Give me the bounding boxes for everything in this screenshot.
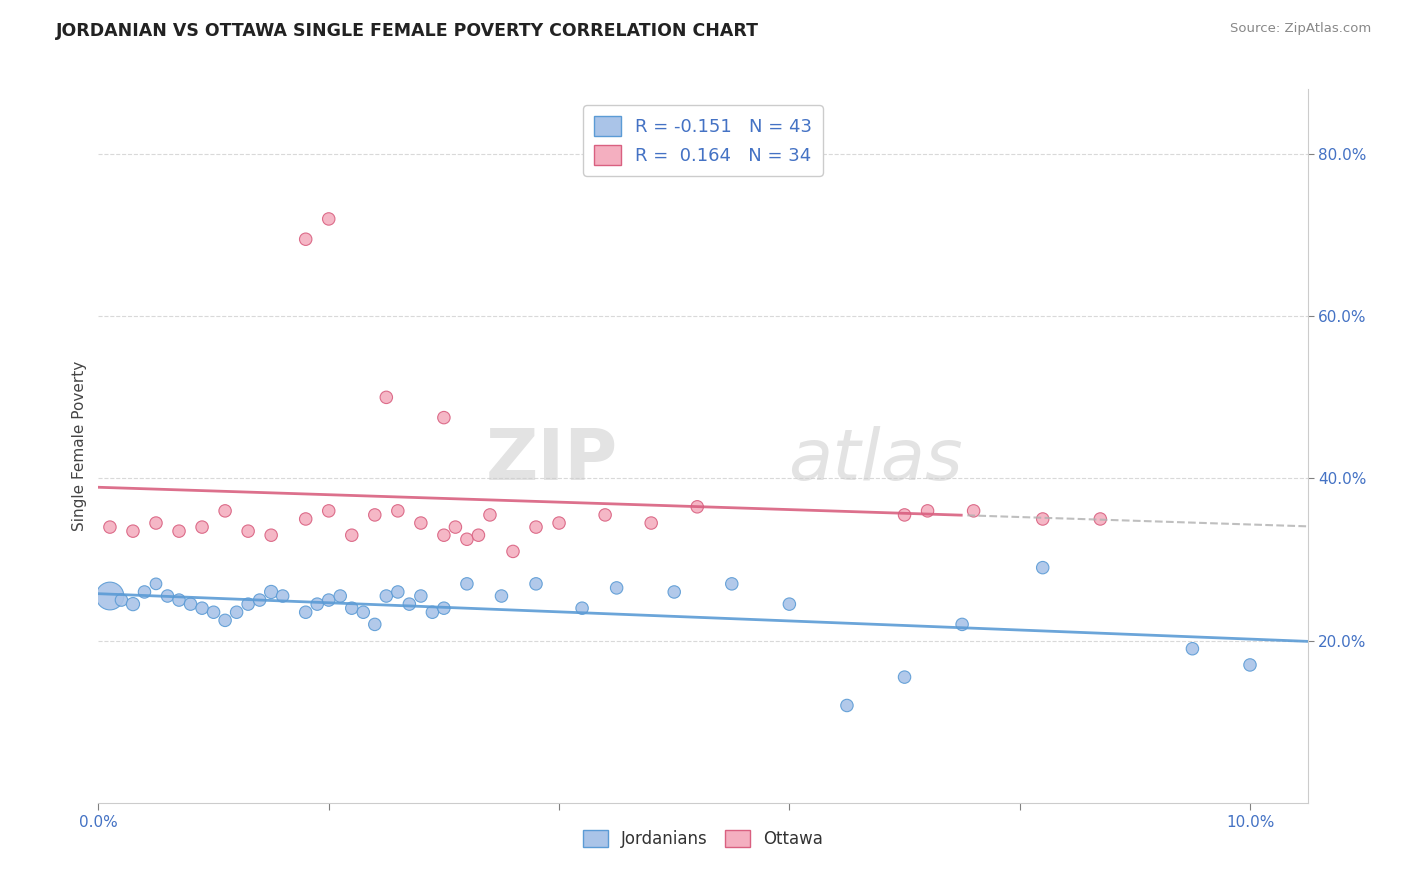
Point	[122, 597, 145, 611]
Point	[444, 520, 467, 534]
Point	[364, 617, 387, 632]
Point	[433, 410, 456, 425]
Point	[433, 528, 456, 542]
Point	[340, 601, 363, 615]
Point	[145, 577, 167, 591]
Point	[294, 605, 316, 619]
Point	[110, 593, 132, 607]
Point	[548, 516, 571, 530]
Point	[294, 232, 316, 246]
Point	[156, 589, 179, 603]
Point	[122, 524, 145, 538]
Point	[249, 593, 271, 607]
Point	[502, 544, 524, 558]
Point	[835, 698, 858, 713]
Legend: Jordanians, Ottawa: Jordanians, Ottawa	[576, 823, 830, 855]
Point	[145, 516, 167, 530]
Point	[352, 605, 374, 619]
Point	[950, 617, 973, 632]
Point	[1032, 560, 1054, 574]
Text: atlas: atlas	[787, 425, 962, 495]
Point	[98, 520, 121, 534]
Text: Source: ZipAtlas.com: Source: ZipAtlas.com	[1230, 22, 1371, 36]
Point	[1239, 657, 1261, 672]
Point	[225, 605, 247, 619]
Point	[191, 601, 214, 615]
Text: JORDANIAN VS OTTAWA SINGLE FEMALE POVERTY CORRELATION CHART: JORDANIAN VS OTTAWA SINGLE FEMALE POVERT…	[56, 22, 759, 40]
Point	[340, 528, 363, 542]
Point	[917, 504, 939, 518]
Point	[236, 524, 259, 538]
Point	[720, 577, 742, 591]
Point	[962, 504, 984, 518]
Point	[664, 585, 686, 599]
Text: ZIP: ZIP	[486, 425, 619, 495]
Point	[467, 528, 489, 542]
Point	[1181, 641, 1204, 656]
Point	[167, 593, 190, 607]
Point	[433, 601, 456, 615]
Point	[134, 585, 156, 599]
Point	[214, 504, 236, 518]
Point	[524, 520, 547, 534]
Point	[375, 589, 398, 603]
Point	[180, 597, 202, 611]
Point	[686, 500, 709, 514]
Point	[1032, 512, 1054, 526]
Point	[893, 670, 915, 684]
Point	[329, 589, 352, 603]
Point	[191, 520, 214, 534]
Point	[640, 516, 662, 530]
Point	[1090, 512, 1112, 526]
Point	[593, 508, 616, 522]
Point	[202, 605, 225, 619]
Point	[236, 597, 259, 611]
Point	[409, 589, 432, 603]
Point	[214, 613, 236, 627]
Point	[318, 504, 340, 518]
Point	[456, 533, 478, 547]
Point	[167, 524, 190, 538]
Point	[491, 589, 513, 603]
Point	[260, 585, 283, 599]
Point	[422, 605, 444, 619]
Point	[398, 597, 420, 611]
Point	[387, 585, 409, 599]
Point	[318, 593, 340, 607]
Point	[606, 581, 628, 595]
Point	[307, 597, 329, 611]
Point	[364, 508, 387, 522]
Point	[456, 577, 478, 591]
Point	[478, 508, 501, 522]
Point	[524, 577, 547, 591]
Point	[375, 390, 398, 404]
Point	[271, 589, 294, 603]
Point	[318, 211, 340, 226]
Point	[893, 508, 915, 522]
Point	[571, 601, 593, 615]
Y-axis label: Single Female Poverty: Single Female Poverty	[72, 361, 87, 531]
Point	[260, 528, 283, 542]
Point	[409, 516, 432, 530]
Point	[387, 504, 409, 518]
Point	[294, 512, 316, 526]
Point	[98, 589, 121, 603]
Point	[778, 597, 800, 611]
